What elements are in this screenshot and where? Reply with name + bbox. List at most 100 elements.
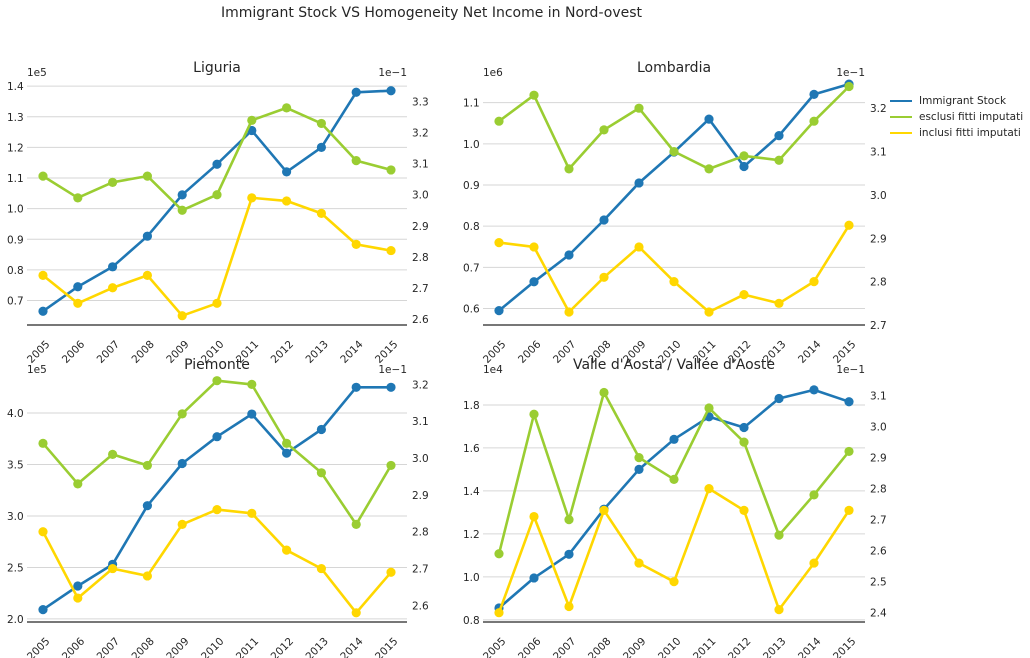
data-point-esclusi-fitti-imputati	[564, 164, 574, 174]
left-tick-label: 2.0	[7, 614, 24, 626]
data-point-immigrant-stock	[809, 385, 819, 395]
data-point-inclusi-fitti-imputati	[316, 563, 326, 574]
x-tick-label: 2012	[269, 635, 296, 658]
data-point-esclusi-fitti-imputati	[809, 490, 819, 500]
left-tick-label: 1.0	[463, 139, 480, 151]
legend-swatch-inclusi	[890, 132, 912, 134]
x-tick-label: 2008	[586, 635, 613, 658]
data-point-inclusi-fitti-imputati	[494, 238, 504, 248]
panel-lombardia: 0.6 0.7 0.8 0.9 1.0 1.1 2.7 2.8 2.9 3.0 3.1 3.2 1e6 1…	[463, 60, 887, 366]
x-tick-label: 2008	[129, 338, 156, 365]
right-tick-label: 2.8	[870, 484, 887, 496]
data-point-esclusi-fitti-imputati	[316, 118, 326, 129]
data-point-esclusi-fitti-imputati	[564, 515, 574, 525]
left-tick-label: 1.4	[463, 486, 480, 498]
data-point-inclusi-fitti-imputati	[38, 270, 48, 280]
left-tick-label: 0.7	[7, 296, 24, 308]
x-tick-label: 2015	[831, 338, 858, 365]
data-point-immigrant-stock	[282, 167, 292, 177]
right-tick-label: 3.1	[412, 159, 429, 171]
data-point-inclusi-fitti-imputati	[739, 290, 749, 300]
left-tick-label: 0.8	[463, 221, 480, 233]
data-point-inclusi-fitti-imputati	[844, 505, 854, 515]
data-point-inclusi-fitti-imputati	[247, 508, 257, 518]
right-tick-label: 2.7	[870, 320, 887, 332]
data-point-immigrant-stock	[774, 393, 784, 404]
left-tick-label: 1.1	[463, 98, 480, 110]
legend-label: esclusi fitti imputati	[919, 111, 1024, 123]
left-tick-label: 1.6	[463, 443, 480, 455]
left-axis-multiplier: 1e5	[27, 67, 47, 79]
data-point-esclusi-fitti-imputati	[282, 103, 292, 113]
data-point-esclusi-fitti-imputati	[774, 530, 784, 540]
data-point-esclusi-fitti-imputati	[669, 474, 679, 484]
data-point-immigrant-stock	[564, 250, 574, 260]
data-point-inclusi-fitti-imputati	[704, 484, 714, 494]
data-point-inclusi-fitti-imputati	[282, 545, 292, 555]
data-point-immigrant-stock	[844, 397, 854, 407]
left-tick-label: 1.4	[7, 81, 24, 93]
right-tick-label: 2.4	[870, 608, 887, 620]
left-axis-multiplier: 1e6	[483, 67, 503, 79]
data-point-esclusi-fitti-imputati	[529, 90, 539, 100]
data-point-inclusi-fitti-imputati	[634, 558, 644, 568]
data-point-esclusi-fitti-imputati	[669, 146, 679, 157]
data-point-esclusi-fitti-imputati	[634, 103, 644, 113]
data-point-immigrant-stock	[634, 464, 644, 475]
data-point-inclusi-fitti-imputati	[634, 242, 644, 252]
left-axis-multiplier: 1e5	[27, 364, 47, 376]
data-point-inclusi-fitti-imputati	[704, 307, 714, 317]
right-tick-label: 2.7	[412, 564, 429, 576]
data-point-immigrant-stock	[704, 114, 714, 124]
right-axis-multiplier: 1e−1	[378, 67, 407, 79]
x-tick-label: 2010	[656, 635, 683, 658]
left-tick-label: 0.7	[463, 262, 480, 274]
right-tick-label: 3.1	[870, 147, 887, 159]
data-point-esclusi-fitti-imputati	[316, 468, 326, 478]
data-point-inclusi-fitti-imputati	[809, 277, 819, 287]
data-point-esclusi-fitti-imputati	[599, 125, 609, 135]
data-point-immigrant-stock	[386, 382, 396, 392]
x-tick-label: 2010	[199, 635, 226, 658]
data-point-inclusi-fitti-imputati	[529, 242, 539, 252]
series-line-inclusi-fitti-imputati	[41, 508, 392, 615]
x-tick-label: 2006	[60, 635, 88, 658]
data-point-inclusi-fitti-imputati	[142, 270, 152, 280]
data-point-inclusi-fitti-imputati	[564, 601, 574, 612]
data-point-immigrant-stock	[282, 448, 292, 458]
x-tick-label: 2011	[691, 635, 718, 658]
data-point-immigrant-stock	[73, 581, 83, 591]
data-point-immigrant-stock	[177, 190, 187, 200]
data-point-inclusi-fitti-imputati	[38, 527, 48, 537]
left-tick-label: 1.8	[463, 400, 480, 412]
data-point-immigrant-stock	[774, 130, 784, 141]
data-point-inclusi-fitti-imputati	[212, 298, 222, 308]
data-point-immigrant-stock	[809, 89, 819, 100]
x-tick-label: 2015	[831, 635, 858, 658]
legend-swatch-esclusi	[890, 116, 912, 118]
x-tick-label: 2006	[516, 338, 544, 366]
right-tick-label: 2.9	[870, 453, 887, 465]
x-tick-label: 2007	[95, 635, 122, 658]
data-point-esclusi-fitti-imputati	[351, 156, 361, 166]
data-point-inclusi-fitti-imputati	[774, 604, 784, 615]
right-axis-multiplier: 1e−1	[836, 67, 865, 79]
legend-swatch-immigrant-stock	[890, 100, 912, 102]
data-point-esclusi-fitti-imputati	[212, 376, 222, 386]
data-point-inclusi-fitti-imputati	[73, 298, 83, 308]
x-tick-label: 2014	[796, 635, 824, 658]
data-point-inclusi-fitti-imputati	[177, 519, 187, 529]
x-tick-label: 2005	[481, 635, 508, 658]
left-tick-label: 3.5	[7, 460, 24, 472]
data-point-esclusi-fitti-imputati	[108, 449, 118, 459]
data-point-esclusi-fitti-imputati	[809, 116, 819, 126]
series-line-immigrant-stock	[498, 388, 850, 609]
data-point-esclusi-fitti-imputati	[529, 409, 539, 419]
data-point-esclusi-fitti-imputati	[634, 453, 644, 463]
data-point-immigrant-stock	[564, 549, 574, 559]
data-point-inclusi-fitti-imputati	[316, 208, 326, 218]
right-tick-label: 2.9	[870, 233, 887, 245]
x-tick-label: 2011	[234, 635, 261, 658]
left-tick-label: 2.5	[7, 562, 24, 574]
